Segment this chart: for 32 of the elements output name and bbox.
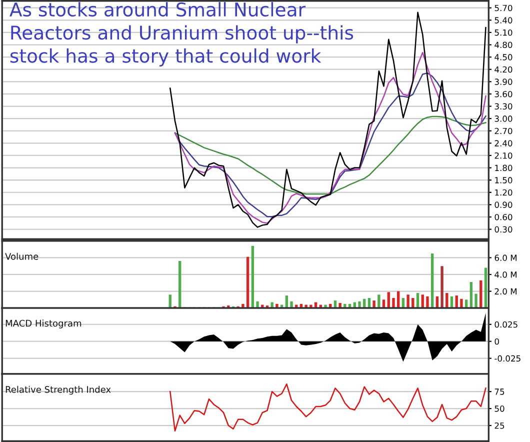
y-tick-label: 4.50 <box>494 54 512 60</box>
y-tick-label: 0.90 <box>494 202 512 208</box>
text: Volume <box>5 252 38 260</box>
y-tick-label: 50 <box>494 406 504 412</box>
y-tick-label: 2.70 <box>494 128 512 134</box>
y-tick-label: -0.025 <box>494 355 520 362</box>
y-tick-label: 0 <box>494 338 499 345</box>
y-tick-label: 0.025 <box>494 321 518 328</box>
y-tick-label: 2.40 <box>494 140 512 146</box>
y-tick-label: 4.20 <box>494 66 512 73</box>
y-tick-label: 1.80 <box>495 164 512 172</box>
y-tick-label: 2.0 M <box>494 288 516 295</box>
y-tick-label: 5.10 <box>494 29 512 36</box>
text: Relative Strength Index <box>6 386 111 395</box>
y-tick-label: 4.0 M <box>494 271 516 278</box>
y-tick-label: 3.90 <box>494 78 512 85</box>
y-tick-label: 3.30 <box>494 103 512 110</box>
text: As stocks around Small Nuclear Reactors and Uranium shoot up--this stock has a story that could work <box>10 2 354 66</box>
y-tick-label: 4.80 <box>494 42 512 48</box>
y-tick-label: 0.30 <box>494 226 512 233</box>
y-tick-label: 1.50 <box>495 177 512 184</box>
y-tick-label: 1.20 <box>495 189 512 196</box>
y-tick-label: 5.40 <box>494 17 512 24</box>
text: MACD Histogram <box>6 320 82 328</box>
y-tick-label: 3.00 <box>494 116 512 122</box>
y-tick-label: 25 <box>494 422 504 429</box>
y-tick-label: 3.60 <box>494 90 512 98</box>
y-tick-label: 0.60 <box>494 214 512 220</box>
y-tick-label: 5.70 <box>494 4 512 12</box>
y-tick-label: 75 <box>494 388 504 395</box>
y-tick-label: 2.10 <box>494 152 512 159</box>
y-tick-label: 6.0 M <box>494 254 516 261</box>
